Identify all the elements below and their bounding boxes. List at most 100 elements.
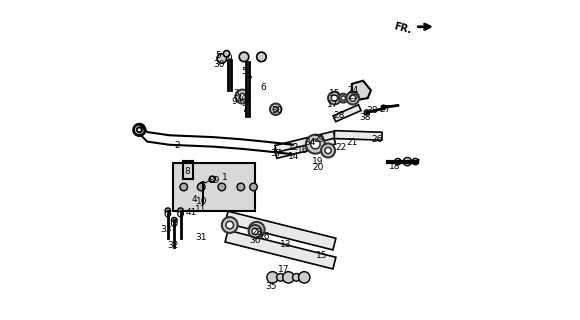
Polygon shape bbox=[275, 131, 335, 152]
Circle shape bbox=[325, 147, 331, 154]
Circle shape bbox=[257, 52, 266, 62]
Circle shape bbox=[184, 167, 191, 173]
Circle shape bbox=[209, 175, 216, 183]
Text: 9: 9 bbox=[231, 97, 237, 106]
Text: 32: 32 bbox=[167, 241, 178, 250]
Circle shape bbox=[249, 222, 264, 238]
Circle shape bbox=[252, 228, 258, 235]
Text: 34: 34 bbox=[304, 138, 316, 147]
Circle shape bbox=[217, 54, 227, 63]
Text: 15: 15 bbox=[329, 89, 340, 98]
Text: 36: 36 bbox=[249, 236, 261, 245]
Text: 22: 22 bbox=[335, 143, 346, 152]
Text: 30: 30 bbox=[271, 106, 283, 115]
Text: 16: 16 bbox=[297, 146, 309, 155]
Circle shape bbox=[239, 93, 245, 100]
Circle shape bbox=[331, 95, 338, 101]
Circle shape bbox=[177, 208, 183, 214]
Text: 3: 3 bbox=[233, 89, 239, 98]
Circle shape bbox=[339, 94, 348, 103]
Text: 26: 26 bbox=[372, 135, 383, 144]
Circle shape bbox=[171, 220, 177, 226]
Circle shape bbox=[177, 211, 183, 217]
Text: 41: 41 bbox=[186, 208, 197, 217]
Text: 19: 19 bbox=[312, 157, 324, 166]
Text: FR.: FR. bbox=[392, 21, 412, 36]
Text: 24: 24 bbox=[348, 86, 359, 95]
Circle shape bbox=[165, 208, 171, 214]
Text: 5: 5 bbox=[216, 51, 222, 60]
Circle shape bbox=[328, 92, 341, 105]
Text: 23: 23 bbox=[251, 228, 262, 237]
Text: 30: 30 bbox=[213, 60, 224, 69]
Circle shape bbox=[250, 183, 258, 191]
Circle shape bbox=[226, 221, 234, 229]
Text: 12: 12 bbox=[288, 143, 299, 152]
Circle shape bbox=[364, 110, 369, 115]
Circle shape bbox=[180, 162, 196, 178]
Polygon shape bbox=[225, 211, 336, 250]
Circle shape bbox=[394, 158, 401, 165]
Polygon shape bbox=[334, 131, 382, 140]
Text: 5: 5 bbox=[241, 67, 247, 76]
Text: 6: 6 bbox=[260, 83, 266, 92]
Text: 42: 42 bbox=[206, 176, 218, 185]
Circle shape bbox=[311, 140, 320, 149]
Circle shape bbox=[412, 158, 419, 165]
Circle shape bbox=[346, 92, 359, 105]
Text: 28: 28 bbox=[334, 111, 345, 120]
Text: 38: 38 bbox=[367, 106, 378, 115]
Circle shape bbox=[341, 96, 346, 100]
Circle shape bbox=[133, 124, 145, 136]
Text: 15: 15 bbox=[316, 251, 328, 260]
Text: 7: 7 bbox=[246, 76, 252, 85]
Text: 35: 35 bbox=[265, 282, 277, 292]
Circle shape bbox=[253, 226, 260, 234]
Circle shape bbox=[239, 52, 249, 62]
Text: 37: 37 bbox=[270, 149, 281, 158]
Circle shape bbox=[171, 217, 177, 223]
Polygon shape bbox=[274, 135, 336, 158]
Circle shape bbox=[282, 272, 294, 283]
Circle shape bbox=[350, 95, 356, 101]
Text: 14: 14 bbox=[288, 152, 299, 161]
Text: 39: 39 bbox=[209, 176, 220, 185]
Polygon shape bbox=[173, 163, 255, 211]
Polygon shape bbox=[352, 81, 371, 100]
Text: 29: 29 bbox=[313, 135, 324, 144]
Circle shape bbox=[197, 183, 205, 191]
Circle shape bbox=[249, 225, 262, 238]
Text: 21: 21 bbox=[346, 138, 357, 147]
Circle shape bbox=[277, 274, 284, 281]
Circle shape bbox=[235, 90, 249, 104]
Text: 27: 27 bbox=[379, 105, 391, 114]
Circle shape bbox=[218, 183, 226, 191]
Circle shape bbox=[237, 183, 245, 191]
Text: 4: 4 bbox=[192, 195, 198, 204]
Text: 33: 33 bbox=[161, 225, 172, 234]
Circle shape bbox=[403, 157, 411, 166]
Circle shape bbox=[273, 107, 278, 112]
Circle shape bbox=[137, 127, 142, 132]
Text: 1: 1 bbox=[222, 173, 228, 182]
Text: 11: 11 bbox=[194, 205, 206, 214]
Circle shape bbox=[299, 272, 310, 283]
Circle shape bbox=[223, 51, 230, 57]
Text: 31: 31 bbox=[195, 233, 207, 242]
Text: 20: 20 bbox=[312, 164, 324, 172]
Circle shape bbox=[267, 272, 278, 283]
Text: 8: 8 bbox=[184, 167, 190, 176]
Circle shape bbox=[222, 217, 238, 233]
Text: 9: 9 bbox=[227, 54, 233, 63]
Text: 16: 16 bbox=[259, 232, 270, 241]
Text: 25: 25 bbox=[348, 92, 359, 101]
Text: 17: 17 bbox=[278, 265, 289, 274]
Text: 38: 38 bbox=[359, 113, 371, 122]
Polygon shape bbox=[225, 230, 336, 269]
Polygon shape bbox=[333, 105, 361, 122]
Circle shape bbox=[165, 211, 171, 217]
Text: 18: 18 bbox=[389, 162, 400, 171]
Circle shape bbox=[382, 105, 386, 109]
Text: 13: 13 bbox=[280, 240, 291, 249]
Text: 7: 7 bbox=[241, 105, 247, 114]
